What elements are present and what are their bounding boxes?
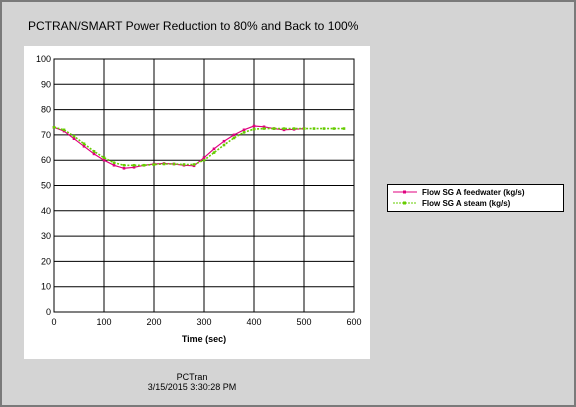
series-1-point-16 [212,151,216,154]
legend-swatch-feedwater [393,190,417,194]
series-1-point-6 [112,161,116,165]
footer-timestamp: 3/15/2015 3:30:28 PM [147,382,237,392]
legend-label-feedwater: Flow SG A feedwater (kg/s) [422,187,525,197]
series-1-point-11 [162,162,166,166]
y-tick-label-90: 90 [41,79,51,89]
series-1-point-22 [272,127,276,130]
y-tick-label-100: 100 [36,54,51,64]
legend-item-feedwater: Flow SG A feedwater (kg/s) [392,186,525,198]
plot-area: 0 100 200 300 400 500 600 0 10 20 30 40 50 60 70 80 90 10… [36,54,362,344]
plot-panel: 0 100 200 300 400 500 600 0 10 20 30 40 50 60 70 80 90 10… [24,46,370,359]
series-0-point-6 [112,163,116,167]
y-tick-label-40: 40 [41,206,51,216]
series-0-point-3 [82,144,86,148]
y-tick-label-10: 10 [41,282,51,292]
series-0-point-19 [242,128,246,132]
footer-program: PCTran [176,372,208,382]
y-tick-label-60: 60 [41,155,51,165]
plot-frame [53,58,355,313]
series-0-point-16 [212,147,216,151]
series-1-point-2 [72,134,76,138]
series-line-0 [53,125,305,169]
series-1-point-21 [262,127,266,130]
series-1-point-27 [322,127,326,130]
y-tick-label-20: 20 [41,256,51,266]
series-0-point-17 [222,139,226,143]
series-0-point-21 [262,125,266,129]
series-0-point-15 [202,156,206,159]
series-1-point-19 [242,131,246,134]
x-tick-label-400: 400 [246,317,261,327]
chart-title: PCTRAN/SMART Power Reduction to 80% and … [28,19,359,33]
series-0-point-5 [102,158,106,162]
series-0-point-8 [132,165,136,169]
y-tick-label-80: 80 [41,105,51,115]
series-1-point-12 [172,162,176,166]
series-line-1 [53,126,344,167]
legend: Flow SG A feedwater (kg/s) Flow SG A ste… [387,184,564,212]
legend-swatch-steam [393,201,417,205]
y-tick-label-50: 50 [41,181,51,191]
x-tick-label-0: 0 [51,317,56,327]
x-tick-label-500: 500 [296,317,311,327]
legend-label-steam: Flow SG A steam (kg/s) [422,198,511,208]
y-tick-label-30: 30 [41,231,51,241]
series-1-point-5 [102,156,106,159]
x-tick-label-300: 300 [196,317,211,327]
legend-item-steam: Flow SG A steam (kg/s) [392,197,510,209]
series-1-point-28 [332,127,336,130]
series-0-point-2 [72,137,76,140]
series-1-point-9 [142,163,146,167]
series-1-point-26 [312,127,316,130]
x-axis-label: Time (sec) [182,334,226,344]
series-1-point-29 [342,127,346,130]
series-1-point-17 [222,143,226,147]
series-1-point-20 [252,127,256,131]
series-1-point-8 [132,163,136,167]
series-0-point-7 [122,166,126,170]
series-1-point-7 [122,163,126,167]
y-tick-label-70: 70 [41,130,51,140]
series-1-point-24 [292,127,296,130]
series-1-point-14 [192,163,196,166]
series-1-point-0 [52,126,56,129]
series-1-point-25 [302,127,306,130]
series-0-point-4 [92,152,96,156]
series-0-point-18 [232,133,236,137]
x-tick-label-600: 600 [346,317,361,327]
series-1-point-10 [152,163,156,166]
series-1-point-3 [82,142,86,146]
x-tick-label-200: 200 [146,317,161,327]
series-0-point-20 [252,124,256,128]
series-1-point-23 [282,127,286,130]
y-tick-label-0: 0 [46,307,51,317]
series-1-point-15 [202,158,206,162]
series-1-point-1 [62,128,66,132]
series-1-point-13 [182,163,186,166]
series-1-point-18 [232,136,236,140]
series-1-point-4 [92,150,96,153]
x-tick-label-100: 100 [96,317,111,327]
